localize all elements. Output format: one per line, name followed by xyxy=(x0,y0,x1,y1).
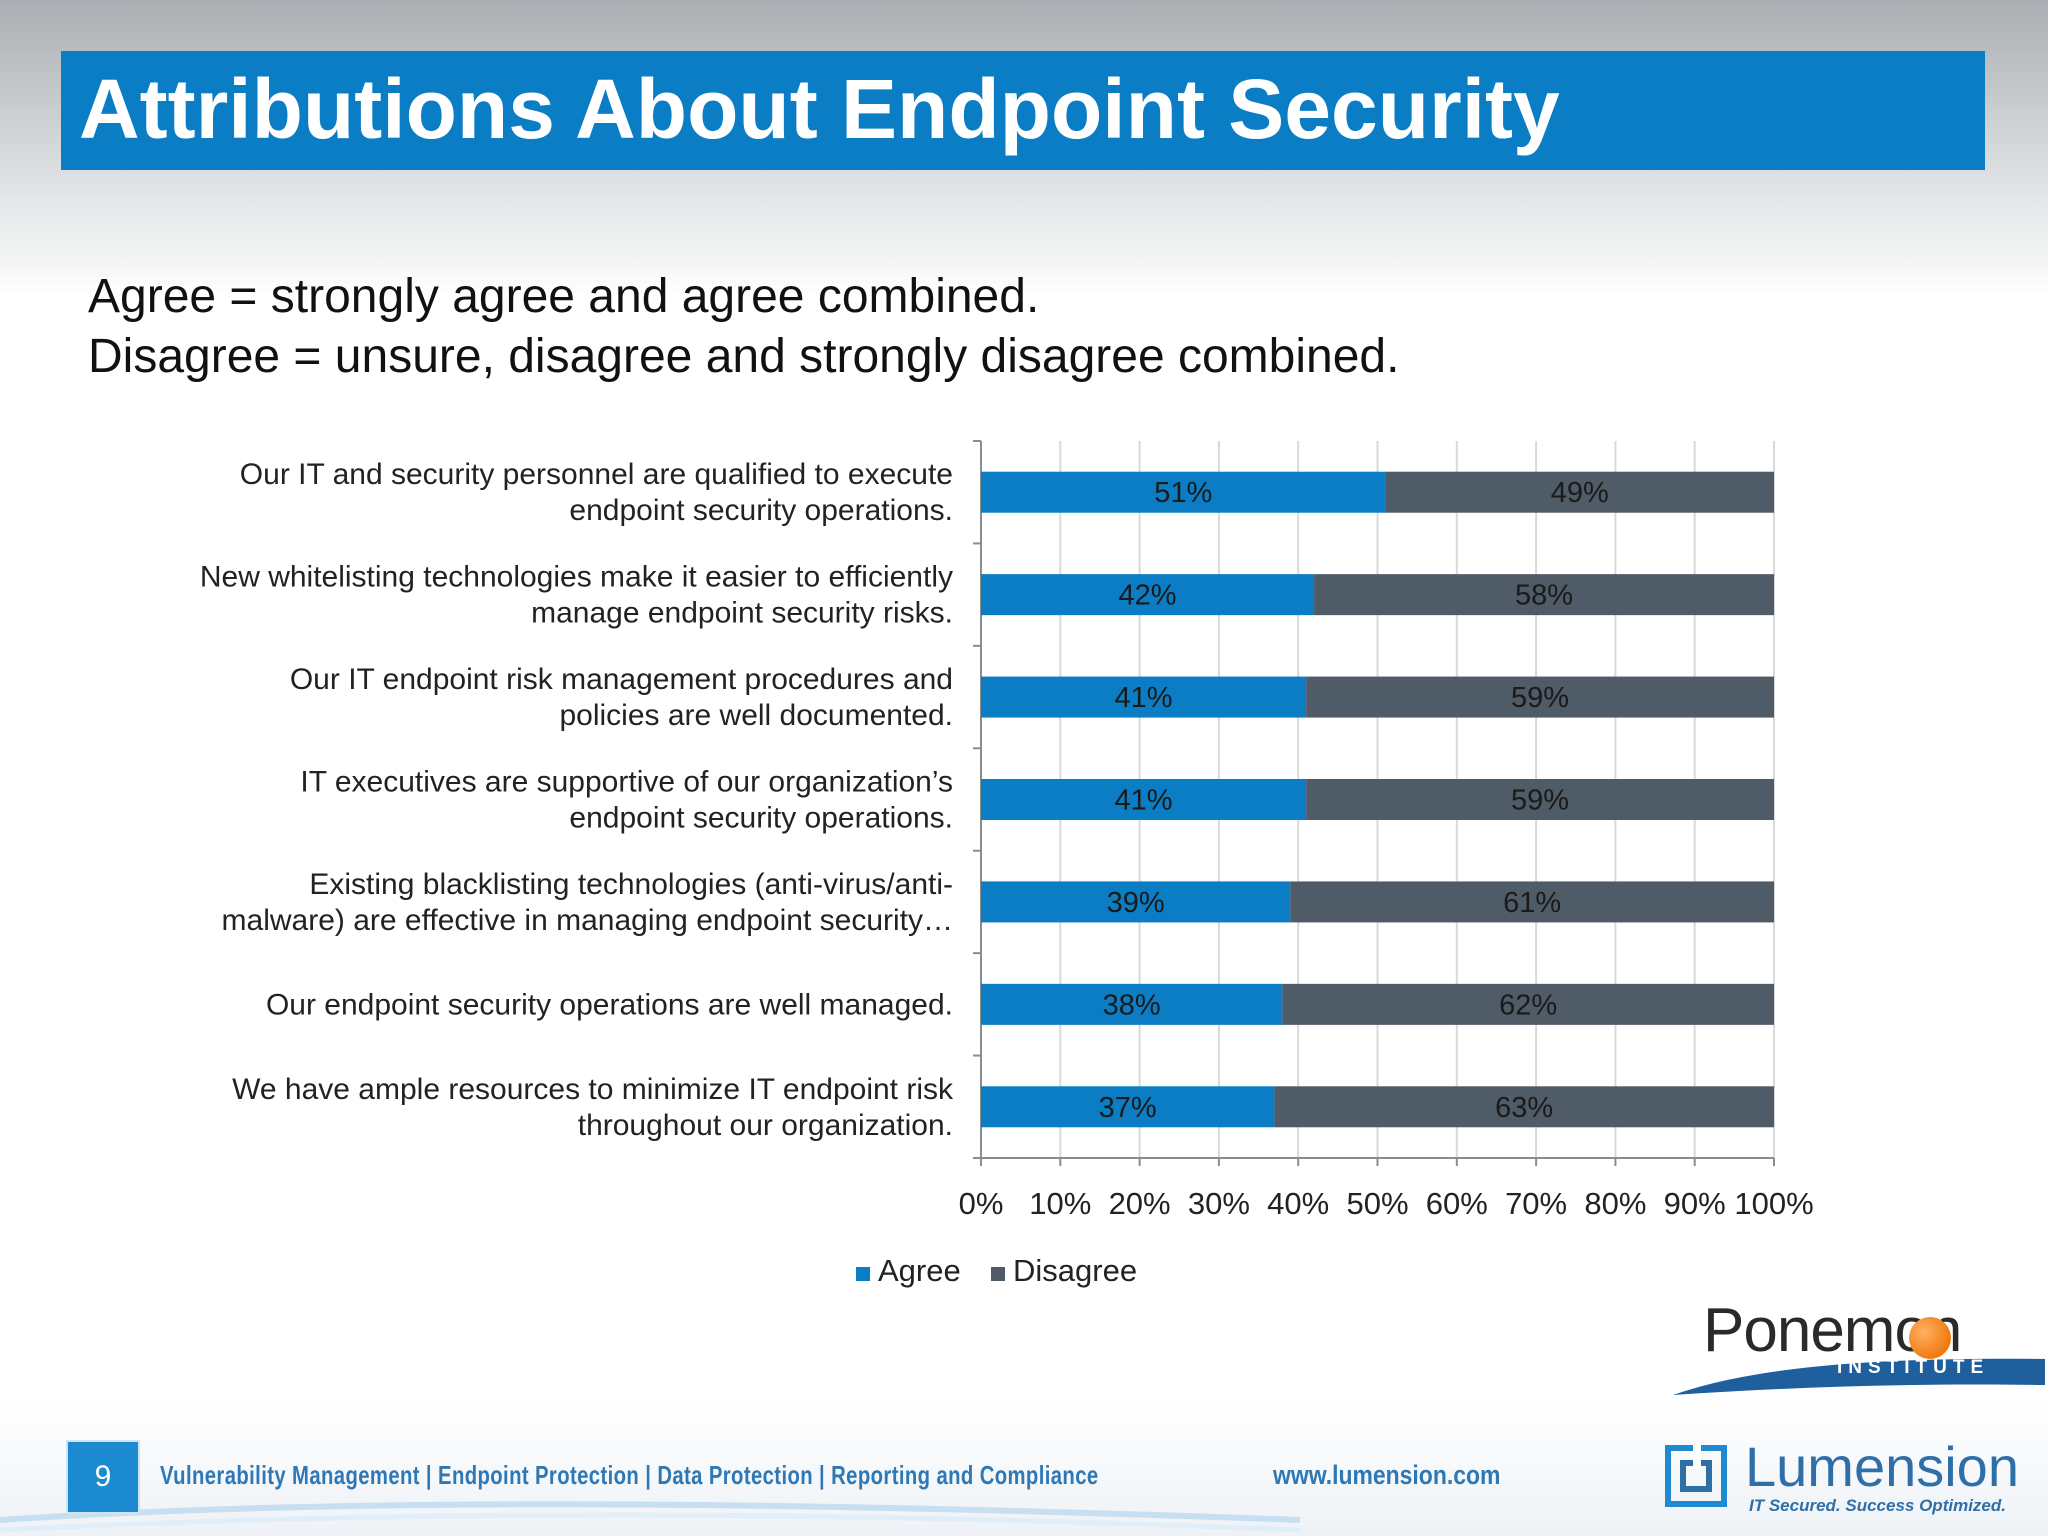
x-tick-label: 80% xyxy=(1584,1186,1646,1221)
data-label-agree: 39% xyxy=(1107,887,1165,919)
x-tick-label: 50% xyxy=(1346,1186,1408,1221)
category-label: Our endpoint security operations are wel… xyxy=(266,988,953,1021)
bar-agree xyxy=(981,983,1283,1025)
footer-swoosh xyxy=(0,1501,1300,1533)
lumension-name: Lumension xyxy=(1745,1435,2019,1498)
bar-disagree xyxy=(1282,983,1774,1025)
category-label: Existing blacklisting technologies (anti… xyxy=(309,868,953,901)
x-tick-label: 0% xyxy=(959,1186,1004,1221)
x-tick-label: 20% xyxy=(1109,1186,1171,1221)
category-label: We have ample resources to minimize IT e… xyxy=(232,1073,954,1106)
category-label: endpoint security operations. xyxy=(569,802,953,835)
data-label-disagree: 59% xyxy=(1511,785,1569,817)
data-label-agree: 37% xyxy=(1099,1092,1157,1124)
category-label: throughout our organization. xyxy=(578,1109,953,1142)
x-tick-label: 40% xyxy=(1267,1186,1329,1221)
data-label-disagree: 61% xyxy=(1503,887,1561,919)
lumension-tagline: IT Secured. Success Optimized. xyxy=(1749,1496,2006,1515)
category-label: manage endpoint security risks. xyxy=(531,597,953,630)
lumension-logo: Lumension IT Secured. Success Optimized. xyxy=(1665,1435,2045,1530)
bar-agree xyxy=(981,881,1291,923)
data-label-disagree: 63% xyxy=(1495,1092,1553,1124)
ponemon-subtitle: INSTITUTE xyxy=(1837,1357,1990,1378)
bar-disagree xyxy=(1314,574,1774,616)
data-label-disagree: 59% xyxy=(1511,682,1569,714)
bar-agree xyxy=(981,471,1386,513)
category-label: Our IT and security personnel are qualif… xyxy=(240,458,953,491)
legend-label-disagree: Disagree xyxy=(1013,1253,1137,1288)
bar-agree xyxy=(981,676,1307,718)
category-label: malware) are effective in managing endpo… xyxy=(222,904,953,937)
bar-disagree xyxy=(1306,779,1774,820)
x-tick-label: 10% xyxy=(1029,1186,1091,1221)
bar-agree xyxy=(981,1086,1275,1128)
stacked-bar-chart: 0% 10% 20% 30% 40% 50% 60% 70% 80% 90% 100% 51% 49% O… xyxy=(200,440,1814,1288)
ponemon-swoosh xyxy=(1673,1358,2045,1395)
bar-agree xyxy=(981,779,1307,820)
data-label-agree: 41% xyxy=(1115,785,1173,817)
bar-agree xyxy=(981,574,1315,616)
data-label-disagree: 49% xyxy=(1551,477,1609,509)
footer-navigation-text: Vulnerability Management | Endpoint Prot… xyxy=(160,1460,1099,1490)
ponemon-dot-icon xyxy=(1909,1317,1951,1359)
bar-disagree xyxy=(1290,881,1774,923)
bar-disagree xyxy=(1306,676,1774,718)
footer-url[interactable]: www.lumension.com xyxy=(1273,1460,1501,1490)
x-tick-label: 90% xyxy=(1664,1186,1726,1221)
data-label-disagree: 58% xyxy=(1515,580,1573,612)
data-label-disagree: 62% xyxy=(1499,989,1557,1021)
category-label: Our IT endpoint risk management procedur… xyxy=(290,663,953,696)
data-label-agree: 51% xyxy=(1154,477,1212,509)
definition-agree: Agree = strongly agree and agree combine… xyxy=(88,270,1040,323)
slide-number: 9 xyxy=(66,1440,140,1514)
data-label-agree: 38% xyxy=(1103,989,1161,1021)
ponemon-logo: Ponemon INSTITUTE xyxy=(1665,1295,2045,1395)
title-bar: Attributions About Endpoint Security xyxy=(61,51,1985,170)
bar-disagree xyxy=(1274,1086,1774,1128)
legend-label-agree: Agree xyxy=(878,1253,961,1288)
x-tick-label: 100% xyxy=(1734,1186,1813,1221)
legend-swatch-disagree xyxy=(991,1267,1005,1281)
category-label: New whitelisting technologies make it ea… xyxy=(200,561,953,594)
lumension-icon xyxy=(1665,1445,1727,1507)
legend-swatch-agree xyxy=(856,1267,870,1281)
bar-disagree xyxy=(1385,471,1774,513)
x-tick-label: 30% xyxy=(1188,1186,1250,1221)
slide-title: Attributions About Endpoint Security xyxy=(79,62,1560,156)
definition-disagree: Disagree = unsure, disagree and strongly… xyxy=(88,330,1400,383)
x-tick-label: 70% xyxy=(1505,1186,1567,1221)
category-label: endpoint security operations. xyxy=(569,494,953,527)
category-label: policies are well documented. xyxy=(559,699,953,732)
x-tick-label: 60% xyxy=(1426,1186,1488,1221)
data-label-agree: 41% xyxy=(1115,682,1173,714)
category-label: IT executives are supportive of our orga… xyxy=(300,766,953,799)
data-label-agree: 42% xyxy=(1119,580,1177,612)
